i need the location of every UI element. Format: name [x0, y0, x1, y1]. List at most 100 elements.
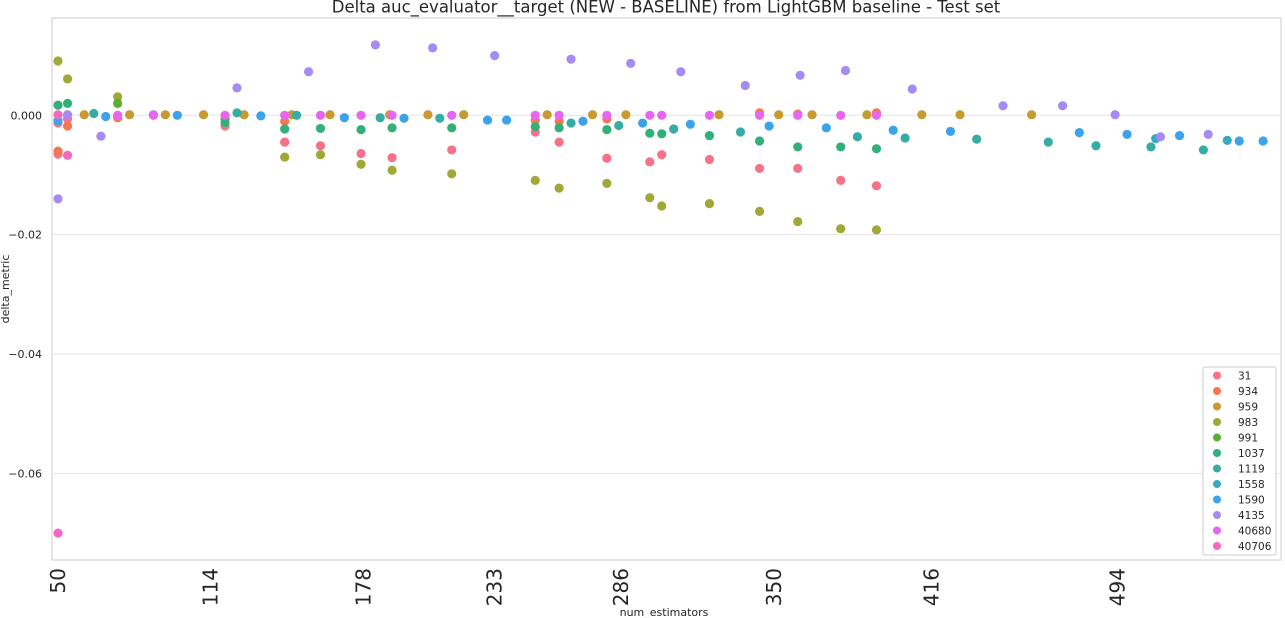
data-point-1590: [1122, 129, 1132, 139]
legend-label: 1037: [1238, 448, 1265, 460]
x-axis-label: num_estimators: [620, 606, 709, 618]
data-point-1119: [1198, 145, 1209, 155]
data-point-40680: [148, 110, 159, 120]
data-point-959: [79, 110, 89, 120]
data-point-31: [280, 137, 290, 147]
data-point-983: [280, 152, 290, 162]
data-point-983: [315, 150, 326, 160]
y-axis-label: delta_metric: [0, 255, 12, 324]
chart-title: Delta auc_evaluator__target (NEW - BASEL…: [332, 0, 1001, 18]
data-point-31: [645, 157, 655, 167]
data-point-1119: [735, 127, 746, 137]
data-point-40680: [280, 110, 290, 120]
legend-label: 40706: [1238, 541, 1272, 553]
data-point-4135: [232, 83, 242, 93]
data-point-4135: [626, 58, 636, 68]
data-point-40680: [113, 110, 123, 120]
legend-label: 1119: [1238, 464, 1265, 476]
legend-label: 959: [1238, 402, 1258, 414]
data-point-40680: [530, 110, 540, 120]
legend-label: 4135: [1238, 510, 1265, 522]
y-tick-label: −0.04: [8, 348, 42, 361]
data-point-983: [836, 224, 846, 234]
data-point-31: [315, 141, 326, 151]
data-point-1037: [447, 123, 457, 133]
data-point-31: [387, 153, 397, 163]
legend-marker: [1213, 526, 1221, 535]
data-point-1590: [101, 111, 111, 122]
data-point-4135: [676, 67, 686, 77]
y-axis-ticks: 0.000 −0.02 −0.04 −0.06: [8, 109, 42, 480]
data-point-1590: [764, 121, 774, 131]
data-point-959: [325, 110, 335, 120]
data-point-959: [714, 110, 724, 120]
data-point-983: [530, 175, 540, 185]
data-point-991: [113, 98, 123, 108]
data-point-959: [862, 110, 872, 120]
data-point-983: [387, 165, 397, 175]
legend-marker: [1213, 371, 1221, 380]
legend-label: 983: [1238, 417, 1258, 429]
data-point-1037: [602, 125, 612, 135]
data-point-934: [62, 121, 73, 131]
data-point-40680: [220, 110, 230, 120]
data-point-959: [807, 110, 817, 120]
legend-label: 934: [1238, 386, 1258, 398]
data-point-1590: [638, 118, 648, 128]
data-point-1119: [375, 113, 385, 123]
data-point-959: [124, 110, 135, 120]
data-point-983: [62, 74, 73, 84]
legend-marker: [1213, 418, 1221, 426]
x-tick-label: 416: [919, 568, 943, 606]
data-point-1119: [232, 108, 242, 118]
data-point-1119: [1043, 137, 1053, 147]
data-point-1037: [53, 100, 63, 110]
legend-marker: [1213, 542, 1221, 550]
data-point-40706: [53, 528, 63, 538]
data-point-31: [836, 175, 846, 185]
data-point-983: [447, 169, 457, 179]
data-point-959: [459, 110, 469, 120]
data-point-4135: [370, 40, 380, 50]
data-point-983: [871, 225, 882, 235]
data-point-959: [587, 110, 598, 120]
legend-marker: [1213, 464, 1221, 473]
legend-label: 31: [1238, 371, 1251, 383]
x-tick-label: 494: [1106, 568, 1130, 606]
legend-label: 40680: [1238, 526, 1271, 538]
data-point-1590: [1234, 136, 1244, 146]
data-point-40680: [447, 110, 457, 120]
data-point-1037: [645, 128, 655, 138]
data-point-4135: [1058, 101, 1068, 111]
data-point-31: [754, 163, 765, 174]
data-point-1590: [399, 113, 409, 123]
data-point-4135: [53, 194, 63, 204]
data-point-1590: [578, 116, 588, 126]
legend-label: 1558: [1238, 479, 1265, 491]
data-point-40680: [836, 110, 846, 120]
data-point-1590: [256, 111, 266, 121]
data-point-983: [554, 183, 564, 193]
data-point-1590: [339, 113, 349, 123]
data-point-4135: [795, 70, 805, 80]
data-point-1119: [89, 108, 99, 119]
data-point-1037: [530, 122, 540, 132]
y-tick-label: 0.000: [11, 109, 43, 122]
x-tick-label: 114: [199, 568, 223, 606]
data-point-934: [53, 146, 63, 156]
data-point-40680: [793, 110, 803, 120]
data-point-959: [239, 110, 249, 120]
y-tick-label: −0.02: [8, 229, 42, 242]
legend-marker: [1213, 387, 1221, 395]
data-point-1037: [657, 129, 667, 139]
x-tick-label: 350: [762, 568, 786, 606]
data-point-1119: [614, 120, 624, 131]
data-point-983: [793, 216, 803, 227]
data-point-40680: [554, 110, 564, 120]
data-point-4135: [998, 101, 1008, 111]
data-point-1037: [280, 124, 290, 134]
data-point-1037: [220, 117, 230, 128]
data-point-1037: [793, 142, 803, 152]
data-point-4135: [1155, 132, 1166, 142]
data-point-1590: [821, 123, 831, 133]
